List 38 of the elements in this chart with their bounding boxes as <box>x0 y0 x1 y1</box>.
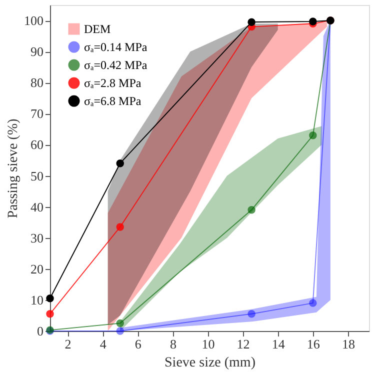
y-tick-label: 40 <box>30 199 44 214</box>
legend-label: σₐ=6.8 MPa <box>84 94 142 108</box>
x-tick-label: 12 <box>236 336 250 352</box>
y-tick-label: 80 <box>30 75 44 90</box>
x-tick-label: 14 <box>272 336 286 352</box>
point <box>309 132 317 140</box>
legend-label: σₐ=0.14 MPa <box>84 40 148 54</box>
x-tick-label: 4 <box>100 336 107 352</box>
y-tick-label: 20 <box>30 261 44 276</box>
y-tick-label: 60 <box>30 137 44 152</box>
y-tick-label: 0 <box>37 324 44 338</box>
point <box>116 327 124 335</box>
y-tick-label: 70 <box>30 106 44 122</box>
legend-label: σₐ=0.42 MPa <box>84 58 148 72</box>
y-tick-label: 50 <box>30 168 44 184</box>
x-tick-label: 8 <box>170 336 176 352</box>
x-tick-label: 6 <box>134 336 142 352</box>
point <box>116 319 124 328</box>
y-tick-label: 100 <box>24 13 44 28</box>
y-tick-label: 90 <box>30 44 44 60</box>
point <box>248 206 256 214</box>
legend-label: DEM <box>84 22 111 36</box>
y-tick-label: 30 <box>30 230 44 246</box>
point <box>309 299 317 307</box>
x-axis-title: Sieve size (mm) <box>164 356 256 370</box>
x-tick-label: 2 <box>64 336 72 352</box>
point <box>46 310 54 318</box>
y-axis-title: Passing sieve (%) <box>6 118 21 218</box>
point <box>116 223 124 231</box>
y-tick-label: 10 <box>30 292 44 308</box>
point <box>116 159 124 168</box>
point <box>46 294 54 302</box>
legend-label: σₐ=2.8 MPa <box>84 76 142 90</box>
point <box>248 18 256 26</box>
x-tick-label: 10 <box>202 336 215 352</box>
x-tick-label: 18 <box>342 336 355 352</box>
x-tick-label: 16 <box>306 336 320 352</box>
point <box>248 310 256 318</box>
